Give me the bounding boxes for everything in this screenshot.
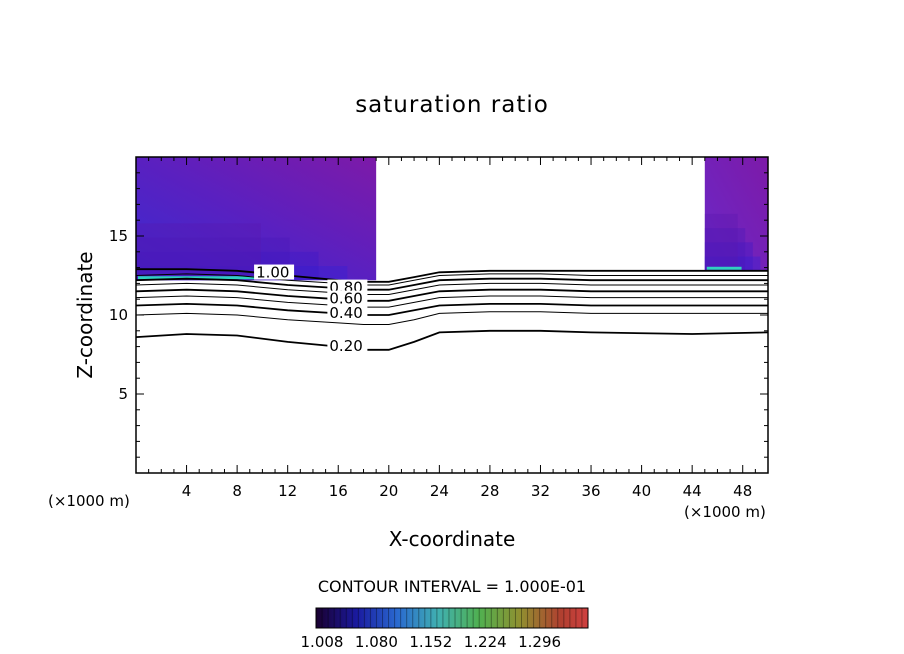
contour-line-0-50 — [135, 295, 768, 308]
x-tick-label: 16 — [329, 482, 348, 500]
colorbar-ticks: 1.008 1.080 1.152 1.224 1.296 — [301, 633, 562, 651]
x-tick-label: 32 — [531, 482, 550, 500]
y-tick-label: 10 — [109, 306, 128, 324]
x-tick-label: 40 — [632, 482, 651, 500]
contour-label: 0.40 — [329, 304, 362, 322]
x-axis-label: X-coordinate — [389, 527, 516, 551]
y-tick-label: 5 — [118, 385, 128, 403]
contour-label: 0.20 — [329, 337, 362, 355]
y-axis-label: Z-coordinate — [73, 251, 97, 378]
colored-region — [136, 157, 377, 281]
x-axis-ticks: 4 8 12 16 20 24 28 32 36 40 44 48 — [135, 157, 769, 500]
contour-line-0-80 — [135, 277, 768, 291]
contour-label: 0.60 — [329, 290, 362, 308]
y-axis-ticks: 5 10 15 — [109, 156, 768, 474]
contour-line-0-90 — [135, 273, 768, 286]
colorbar-tick-label: 1.296 — [518, 633, 561, 651]
contour-label: 1.00 — [256, 264, 289, 282]
contour-line-0-30 — [135, 311, 768, 325]
y-tick-label: 15 — [109, 227, 128, 245]
contour-labels: 1.000.800.600.400.20 — [254, 264, 368, 355]
contour-label-bg — [254, 264, 295, 280]
x-tick-label: 20 — [379, 482, 398, 500]
region-shade-band — [704, 228, 746, 271]
x-tick-label: 8 — [232, 482, 242, 500]
contour-line-0-20 — [135, 329, 769, 351]
colorbar-stripes — [321, 608, 583, 628]
colored-regions — [136, 157, 768, 281]
colorbar-tick-label: 1.008 — [301, 633, 344, 651]
colorbar — [315, 607, 589, 629]
contour-interval-label: CONTOUR INTERVAL = 1.000E-01 — [318, 577, 586, 596]
colorbar-tick-label: 1.080 — [355, 633, 398, 651]
x-tick-label: 28 — [480, 482, 499, 500]
colorbar-tick-label: 1.224 — [464, 633, 507, 651]
x-tick-label: 48 — [733, 482, 752, 500]
contour-line-0-40 — [135, 302, 768, 316]
chart-title: saturation ratio — [355, 92, 549, 118]
colored-region — [704, 157, 768, 271]
region-shade-band — [704, 242, 753, 271]
contour-line-0-60 — [135, 288, 768, 302]
x-tick-label: 36 — [581, 482, 600, 500]
x-axis-unit-left: (×1000 m) — [48, 492, 130, 510]
x-tick-label: 12 — [278, 482, 297, 500]
colorbar-tick-label: 1.152 — [409, 633, 452, 651]
x-tick-label: 44 — [683, 482, 702, 500]
contour-line-0-70 — [135, 282, 768, 295]
x-tick-label: 4 — [182, 482, 192, 500]
contour-lines — [135, 268, 769, 351]
region-shade-band — [704, 213, 738, 271]
supersaturation-streak — [706, 266, 742, 270]
supersaturation-streak — [138, 276, 271, 280]
x-axis-unit-right: (×1000 m) — [684, 503, 766, 521]
contour-label-bg — [327, 304, 368, 320]
contour-line-1-00 — [136, 268, 768, 283]
contour-label-bg — [327, 337, 368, 353]
contour-label-bg — [327, 290, 368, 306]
x-tick-label: 24 — [430, 482, 449, 500]
